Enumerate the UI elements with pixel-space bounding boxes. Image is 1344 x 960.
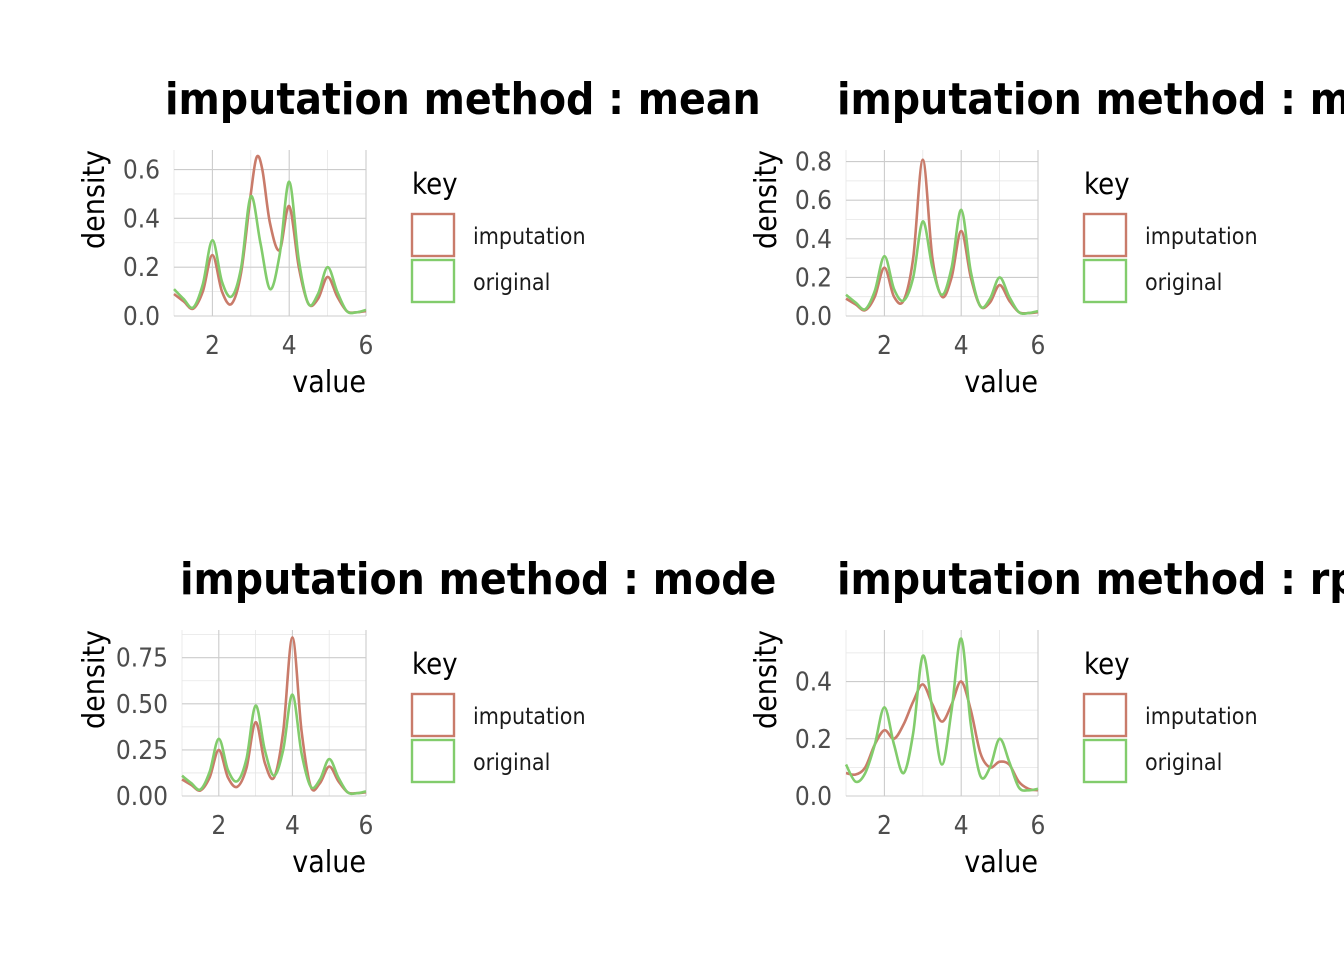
legend-label-original: original <box>1145 750 1222 776</box>
legend-key-original <box>1082 738 1128 784</box>
x-tick-label: 6 <box>1031 811 1046 841</box>
x-tick-label: 2 <box>877 811 892 841</box>
x-axis-label: value <box>964 845 1038 880</box>
legend-label-imputation: imputation <box>473 224 586 250</box>
density-line-imputation <box>173 154 367 315</box>
legend-title: key <box>1084 167 1130 201</box>
density-line-original <box>181 693 367 796</box>
legend-key-imputation <box>1082 692 1128 738</box>
y-tick-label: 0.2 <box>795 263 832 293</box>
legend-key-imputation <box>410 212 456 258</box>
y-tick-label: 0.4 <box>795 225 832 255</box>
x-tick-label: 4 <box>954 331 969 361</box>
x-axis-label: value <box>292 845 366 880</box>
density-line-original <box>845 208 1039 316</box>
gridlines <box>181 630 367 797</box>
legend: key imputation original <box>1082 647 1258 784</box>
y-tick-label: 0.2 <box>123 253 160 283</box>
y-tick-label: 0.4 <box>123 204 160 234</box>
legend-label-original: original <box>473 270 550 296</box>
legend-title: key <box>412 647 458 681</box>
chart-title: imputation method : rpart <box>837 554 1344 605</box>
y-axis-label: density <box>749 150 784 249</box>
legend-key-imputation <box>1082 212 1128 258</box>
legend-label-imputation: imputation <box>473 704 586 730</box>
y-tick-label: 0.6 <box>123 156 160 186</box>
legend-label-imputation: imputation <box>1145 704 1258 730</box>
x-axis-label: value <box>292 365 366 400</box>
chart-panel-3: imputation method : mode 0.00 0.25 0.50 0.75… <box>77 554 776 880</box>
x-tick-label: 2 <box>877 331 892 361</box>
y-tick-label: 0.0 <box>795 782 832 812</box>
y-axis-label: density <box>749 630 784 729</box>
chart-panel-4: imputation method : rpart 0.0 0.2 0.4 2 4 6 val… <box>749 554 1344 880</box>
legend-title: key <box>1084 647 1130 681</box>
y-tick-label: 0.6 <box>795 186 832 216</box>
y-tick-label: 0.8 <box>795 148 832 178</box>
x-tick-label: 4 <box>954 811 969 841</box>
y-tick-label: 0.2 <box>795 725 832 755</box>
density-line-original <box>844 637 1039 792</box>
y-tick-label: 0.4 <box>795 668 832 698</box>
x-tick-label: 2 <box>205 331 220 361</box>
x-tick-label: 4 <box>285 811 300 841</box>
y-tick-label: 0.0 <box>795 302 832 332</box>
density-line-original <box>173 180 367 315</box>
legend-key-imputation <box>410 692 456 738</box>
legend-label-original: original <box>473 750 550 776</box>
y-tick-label: 0.75 <box>116 644 168 674</box>
legend: key imputation original <box>410 647 586 784</box>
legend-label-original: original <box>1145 270 1222 296</box>
x-tick-label: 2 <box>211 811 226 841</box>
x-tick-label: 6 <box>359 811 374 841</box>
legend-label-imputation: imputation <box>1145 224 1258 250</box>
x-tick-label: 6 <box>359 331 374 361</box>
chart-panel-1: imputation method : mean 0.0 0.2 0.4 0.6 2 4 6 v… <box>77 74 761 400</box>
density-line-imputation <box>845 680 1039 792</box>
y-axis-label: density <box>77 630 112 729</box>
x-axis-label: value <box>964 365 1038 400</box>
legend-key-original <box>410 738 456 784</box>
chart-panel-2: imputation method : median 0.0 0.2 0.4 0.6 0.… <box>749 74 1344 400</box>
chart-title: imputation method : mean <box>165 74 761 125</box>
gridlines <box>845 630 1039 797</box>
y-axis-label: density <box>77 150 112 249</box>
legend: key imputation original <box>410 167 586 304</box>
chart-title: imputation method : mode <box>180 554 776 605</box>
chart-title: imputation method : median <box>837 74 1344 125</box>
legend-title: key <box>412 167 458 201</box>
y-tick-label: 0.00 <box>116 782 168 812</box>
y-tick-label: 0.50 <box>116 690 168 720</box>
y-tick-label: 0.0 <box>123 302 160 332</box>
legend-key-original <box>1082 258 1128 304</box>
legend-key-original <box>410 258 456 304</box>
legend: key imputation original <box>1082 167 1258 304</box>
x-tick-label: 4 <box>282 331 297 361</box>
y-tick-label: 0.25 <box>116 736 168 766</box>
x-tick-label: 6 <box>1031 331 1046 361</box>
